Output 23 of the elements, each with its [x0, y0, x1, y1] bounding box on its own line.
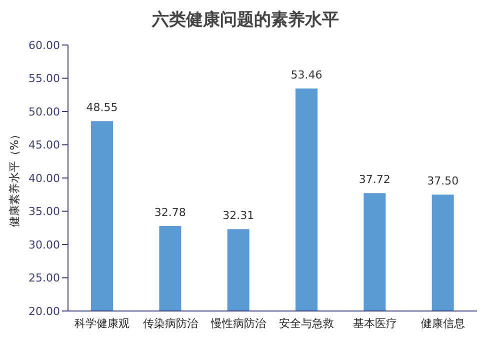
- x-tick-label: 传染病防治: [142, 316, 198, 330]
- data-label: 48.55: [86, 101, 118, 114]
- y-tick-label: 60.00: [28, 38, 60, 52]
- x-tick-label: 慢性病防治: [210, 316, 266, 330]
- x-tick-label: 基本医疗: [352, 316, 397, 330]
- data-label: 53.46: [290, 68, 322, 82]
- data-label: 32.31: [222, 209, 254, 222]
- data-label: 37.50: [427, 174, 459, 188]
- y-tick-label: 25.00: [28, 272, 60, 285]
- y-tick-label: 35.00: [28, 205, 60, 218]
- y-tick-label: 40.00: [28, 172, 60, 185]
- x-tick-label: 安全与急救: [279, 316, 334, 330]
- chart-title: 六类健康问题的素养水平: [150, 9, 340, 31]
- y-axis-title: 健康素养水平（%）: [8, 128, 21, 228]
- data-label: 32.78: [154, 206, 186, 220]
- x-tick-label: 健康信息: [420, 316, 465, 330]
- data-label: 37.72: [358, 173, 390, 186]
- y-tick-label: 30.00: [28, 238, 60, 252]
- y-tick-label: 50.00: [28, 105, 60, 118]
- x-tick-label: 科学健康观: [74, 316, 130, 330]
- y-tick-label: 20.00: [28, 304, 60, 318]
- y-tick-label: 55.00: [28, 72, 60, 86]
- y-tick-label: 45.00: [28, 138, 60, 152]
